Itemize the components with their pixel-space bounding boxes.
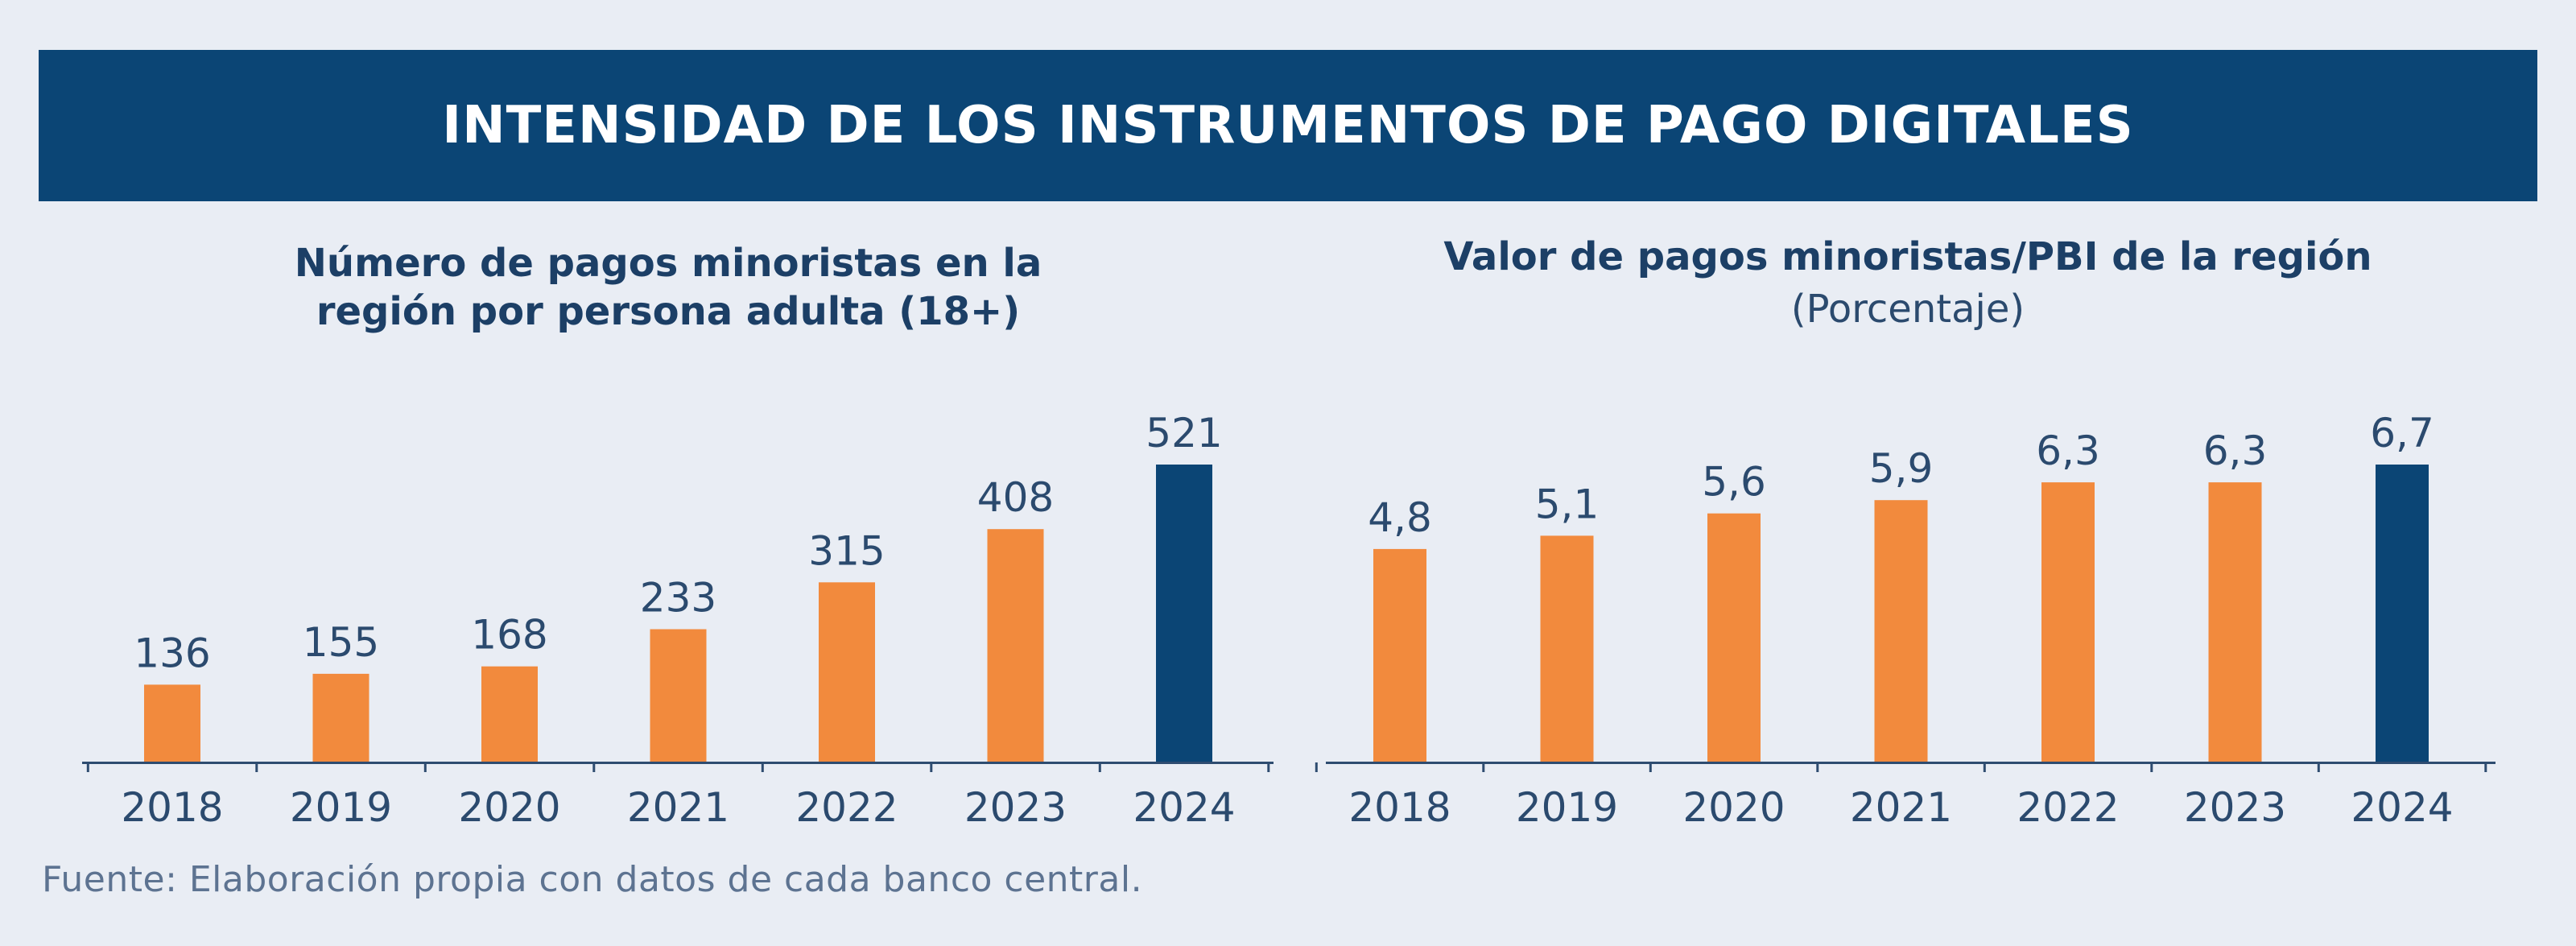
left-bar-2023 xyxy=(987,529,1044,762)
right-chart-unit: (Porcentaje) xyxy=(1790,287,2025,332)
right-chart: 4,8 2018 5,1 2019 5,6 2020 5,9 2021 6,3 2022 6,3 20… xyxy=(1315,410,2496,831)
left-tick-label-2018: 2018 xyxy=(121,784,223,831)
right-bar-2019 xyxy=(1540,535,1594,762)
right-tick-label-2018: 2018 xyxy=(1348,784,1451,831)
right-bar-2020 xyxy=(1707,513,1761,762)
left-data-label-2023: 408 xyxy=(977,474,1054,521)
right-data-label-2020: 5,6 xyxy=(1702,459,1766,506)
right-tick-label-2024: 2024 xyxy=(2351,784,2453,831)
left-data-label-2018: 136 xyxy=(134,630,210,676)
right-data-label-2023: 6,3 xyxy=(2203,428,2268,474)
right-chart-title: Valor de pagos minoristas/PBI de la regi… xyxy=(1443,234,2372,279)
title-banner: INTENSIDAD DE LOS INSTRUMENTOS DE PAGO D… xyxy=(39,50,2537,201)
right-bar-2023 xyxy=(2208,482,2262,762)
right-tick-label-2020: 2020 xyxy=(1682,784,1785,831)
left-data-label-2020: 168 xyxy=(471,612,547,659)
right-bar-2021 xyxy=(1874,500,1928,762)
left-tick-label-2024: 2024 xyxy=(1133,784,1235,831)
left-bar-2021 xyxy=(650,629,707,762)
right-tick-label-2023: 2023 xyxy=(2184,784,2286,831)
right-bar-2024 xyxy=(2376,465,2429,762)
right-data-label-2024: 6,7 xyxy=(2370,410,2434,456)
left-tick-label-2020: 2020 xyxy=(458,784,560,831)
right-data-label-2022: 6,3 xyxy=(2036,428,2100,474)
left-tick-label-2023: 2023 xyxy=(964,784,1067,831)
left-bar-2018 xyxy=(144,684,200,762)
right-data-label-2021: 5,9 xyxy=(1869,445,1934,492)
right-bar-2022 xyxy=(2041,482,2095,762)
left-tick-label-2019: 2019 xyxy=(290,784,392,831)
page-title: INTENSIDAD DE LOS INSTRUMENTOS DE PAGO D… xyxy=(442,96,2134,155)
left-bar-2022 xyxy=(819,582,875,762)
left-bar-2024 xyxy=(1156,465,1212,762)
right-data-label-2019: 5,1 xyxy=(1535,481,1600,527)
left-bar-2019 xyxy=(312,673,369,762)
left-chart: 136 2018 155 2019 168 2020 233 2021 315 2022 408 20… xyxy=(82,410,1274,831)
right-tick-label-2019: 2019 xyxy=(1516,784,1618,831)
right-bar-2018 xyxy=(1373,548,1426,762)
left-data-label-2024: 521 xyxy=(1146,410,1222,456)
left-data-label-2021: 233 xyxy=(640,575,716,622)
left-chart-title-line-2: región por persona adulta (18+) xyxy=(316,289,1021,334)
source-note: Fuente: Elaboración propia con datos de … xyxy=(42,859,1143,900)
right-tick-label-2022: 2022 xyxy=(2017,784,2119,831)
right-tick-label-2021: 2021 xyxy=(1850,784,1952,831)
left-tick-label-2021: 2021 xyxy=(627,784,729,831)
left-data-label-2022: 315 xyxy=(808,527,885,574)
left-bar-2020 xyxy=(481,666,538,762)
left-tick-label-2022: 2022 xyxy=(795,784,898,831)
right-data-label-2018: 4,8 xyxy=(1368,494,1432,541)
left-chart-title-line-1: Número de pagos minoristas en la xyxy=(294,241,1042,286)
left-data-label-2019: 155 xyxy=(303,619,379,666)
